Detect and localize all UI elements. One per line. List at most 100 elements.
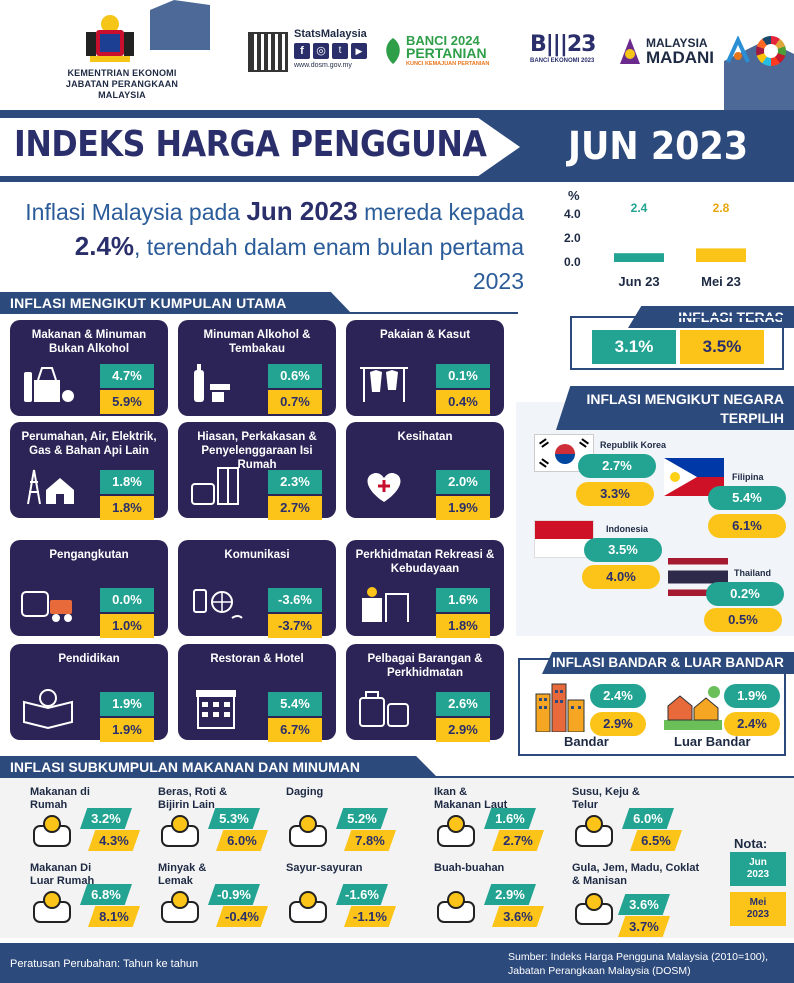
ministry-line-1: KEMENTRIAN EKONOMI <box>67 68 177 78</box>
group-card: Pendidikan 1.9% 1.9% <box>10 644 168 742</box>
footer-source: Sumber: Indeks Harga Pengguna Malaysia (… <box>508 950 768 978</box>
subgroup-jun-value: 5.2% <box>336 808 388 829</box>
food-item-icon <box>158 812 206 855</box>
core-jun-value: 3.1% <box>592 330 676 364</box>
group-card: Pelbagai Barangan & Perkhidmatan 2.6% 2.9% <box>346 644 504 742</box>
country-name-philippines: Filipina <box>732 472 764 482</box>
headline-bold-1: Jun 2023 <box>246 196 358 226</box>
core-inflation-box <box>570 316 784 370</box>
section-underline <box>0 312 518 314</box>
subgroup-name: Buah-buahan <box>434 862 505 874</box>
main-groups-heading: INFLASI MENGIKUT KUMPULAN UTAMA <box>0 292 352 314</box>
sdg-inner <box>764 44 778 58</box>
headline-bold-2: 2.4% <box>74 231 135 261</box>
chart-category-label: Jun 23 <box>618 274 659 289</box>
house-pylon-icon <box>20 466 78 508</box>
countries-header: INFLASI MENGIKUT NEGARA TERPILIH <box>556 386 794 430</box>
group-jun-value: 2.0% <box>436 470 490 494</box>
subgroup-name: Sayur-sayuran <box>286 862 363 874</box>
subgroup-mei-value: -1.1% <box>344 906 396 927</box>
note-jun-text: Jun 2023 <box>746 857 770 880</box>
subgroup-mei-value: 6.0% <box>216 830 268 851</box>
subgroup-mei-value: 3.6% <box>492 906 544 927</box>
subgroup-item: Beras, Roti & Bijirin Lain 5.3% 6.0% <box>158 786 308 858</box>
food-item-icon <box>158 888 206 931</box>
twitter-icon[interactable]: t <box>332 43 348 59</box>
food-item-icon <box>30 888 78 931</box>
jata-negara-crest-icon <box>80 10 140 66</box>
group-jun-value: 2.6% <box>436 692 490 716</box>
subgroup-item: Sayur-sayuran -1.6% -1.1% <box>286 862 436 934</box>
footer-source-line-2: Jabatan Perangkaan Malaysia (DOSM) <box>508 965 691 977</box>
group-jun-value: 2.3% <box>268 470 322 494</box>
urban-rural-heading: INFLASI BANDAR & LUAR BANDAR <box>552 655 784 670</box>
group-name: Perumahan, Air, Elektrik, Gas & Bahan Ap… <box>21 431 157 457</box>
subgroup-item: Ikan & Makanan Laut 1.6% 2.7% <box>434 786 584 858</box>
subgroup-item: Susu, Keju & Telur 6.0% 6.5% <box>572 786 722 858</box>
facebook-icon[interactable]: f <box>294 43 310 59</box>
qr-code-icon[interactable] <box>248 32 288 72</box>
chart-data-label: 2.4 <box>631 201 648 215</box>
group-name: Hiasan, Perkakasan & Penyelenggaraan Isi… <box>197 431 317 471</box>
subgroup-mei-value: 2.7% <box>492 830 544 851</box>
subgroup-mei-value: 7.8% <box>344 830 396 851</box>
group-jun-value: 4.7% <box>100 364 154 388</box>
banci-line-1: BANCI 2024 <box>406 33 480 48</box>
subgroup-name: Susu, Keju & Telur <box>572 786 640 811</box>
group-name: Perkhidmatan Rekreasi & Kebudayaan <box>355 549 495 575</box>
subgroup-jun-value: -0.9% <box>208 884 260 905</box>
group-mei-value: 2.7% <box>268 496 322 520</box>
group-card: Komunikasi -3.6% -3.7% <box>178 540 336 638</box>
subgroup-item: Makanan Di Luar Rumah 6.8% 8.1% <box>30 862 180 934</box>
luar-bandar-mei-value: 2.4% <box>724 712 780 736</box>
stats-malaysia-logo[interactable]: StatsMalaysia f ◎ t ▶ www.dosm.gov.my <box>294 28 378 74</box>
group-mei-value: 1.8% <box>100 496 154 520</box>
indonesia-jun-value: 3.5% <box>584 538 662 562</box>
ministry-line-2: JABATAN PERANGKAAN MALAYSIA <box>65 79 179 100</box>
education-icon <box>20 688 78 730</box>
footer <box>0 943 794 983</box>
subgroup-name: Makanan di Rumah <box>30 786 90 811</box>
headline: Inflasi Malaysia pada Jun 2023 mereda ke… <box>20 194 524 298</box>
partner-logo-icon <box>724 35 752 66</box>
luar-bandar-jun-value: 1.9% <box>724 684 780 708</box>
food-item-icon <box>572 890 620 933</box>
bandar-jun-value: 2.4% <box>590 684 646 708</box>
subgroups-header: INFLASI SUBKUMPULAN MAKANAN DAN MINUMAN <box>0 756 438 778</box>
bandar-mei-value: 2.9% <box>590 712 646 736</box>
subgroup-mei-value: 4.3% <box>88 830 140 851</box>
subgroup-item: Buah-buahan 2.9% 3.6% <box>434 862 584 934</box>
clothing-rack-icon <box>356 364 414 406</box>
subgroups-underline <box>0 776 794 778</box>
group-card: Restoran & Hotel 5.4% 6.7% <box>178 644 336 742</box>
madani-emblem-icon <box>620 38 640 64</box>
subgroup-jun-value: 6.8% <box>80 884 132 905</box>
indonesia-flag-icon <box>534 520 594 558</box>
stats-url[interactable]: www.dosm.gov.my <box>294 62 352 69</box>
instagram-icon[interactable]: ◎ <box>313 43 329 59</box>
korea-mei-value: 3.3% <box>576 482 654 506</box>
title-white-arrow <box>0 118 520 176</box>
group-card: Kesihatan 2.0% 1.9% <box>346 422 504 520</box>
headline-part-2: mereda kepada <box>357 199 524 225</box>
subgroup-jun-value: 1.6% <box>484 808 536 829</box>
food-item-icon <box>30 812 78 855</box>
indonesia-mei-value: 4.0% <box>582 565 660 589</box>
group-jun-value: 0.0% <box>100 588 154 612</box>
group-name: Pengangkutan <box>49 549 129 561</box>
group-mei-value: 5.9% <box>100 390 154 414</box>
building-decoration-left <box>150 0 210 50</box>
group-mei-value: 1.8% <box>436 614 490 638</box>
madani-line-1: MALAYSIA <box>646 36 708 50</box>
inflation-bar-chart: % 4.0 2.0 0.0 2.4 Jun 23 2.8 Mei 23 <box>560 186 760 296</box>
group-jun-value: 0.1% <box>436 364 490 388</box>
group-mei-value: 2.9% <box>436 718 490 742</box>
subgroup-item: Gula, Jem, Madu, Coklat & Manisan 3.6% 3.7… <box>572 862 722 937</box>
chart-data-label: 2.8 <box>713 201 730 215</box>
communication-icon <box>188 584 246 626</box>
note-mei-legend: Mei 2023 <box>730 892 786 926</box>
subgroup-jun-value: 6.0% <box>622 808 674 829</box>
youtube-icon[interactable]: ▶ <box>351 43 367 59</box>
group-name: Komunikasi <box>224 549 290 561</box>
health-heart-icon <box>356 466 414 508</box>
